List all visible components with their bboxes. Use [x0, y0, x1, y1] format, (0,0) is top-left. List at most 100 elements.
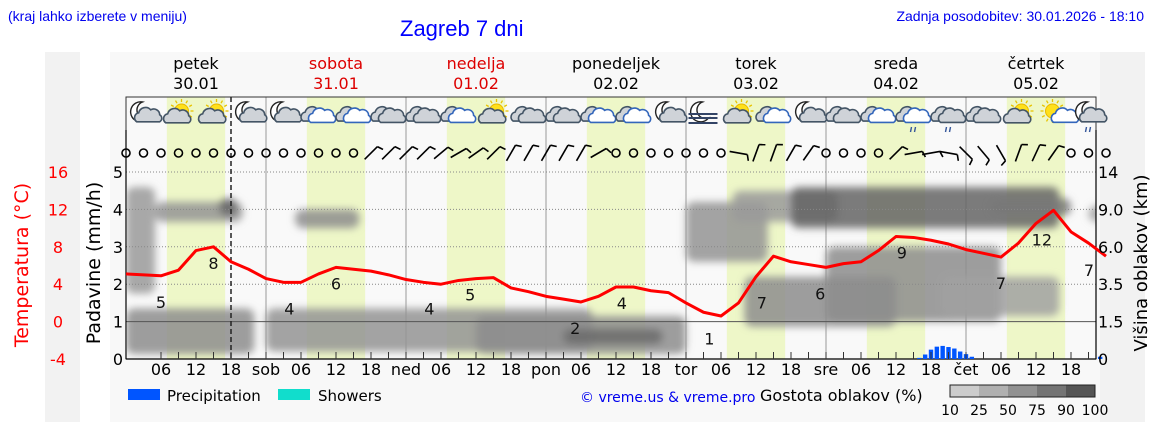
wind-barb-icon: [1031, 144, 1047, 162]
temperature-label: 5: [156, 293, 166, 312]
cloud-shape: [477, 107, 507, 124]
x-tick-label: 06: [291, 360, 311, 379]
wind-calm-icon: [1083, 148, 1094, 158]
cloud-height-tick-label: 9.0: [1098, 200, 1123, 219]
cloud-height-tick-label: 0: [1098, 350, 1108, 369]
precipitation-bar: [1097, 356, 1103, 359]
last-updated: Zadnja posodobitev: 30.01.2026 - 18:10: [896, 8, 1144, 24]
precipitation-bar: [952, 348, 957, 359]
day-name: torek: [735, 54, 777, 73]
sun-ray: [748, 104, 753, 108]
wind-barb-flag: [1039, 144, 1047, 147]
wind-barb-flag: [550, 144, 557, 148]
wind-barb-shaft: [769, 144, 778, 162]
cloud-shape: [447, 107, 477, 124]
wind-barb-icon: [802, 144, 820, 161]
cloud-shape: [133, 106, 163, 123]
wind-calm-icon: [173, 148, 184, 158]
wind-barb-icon: [450, 147, 472, 159]
sun-cloud-icon: [722, 99, 754, 124]
cloudy-icon: [755, 106, 792, 124]
sun-ray: [174, 100, 178, 104]
wind-barb-shaft: [977, 145, 990, 161]
day-name: sreda: [874, 54, 918, 73]
sun-ray: [1045, 100, 1049, 104]
cloud-shape: [622, 107, 652, 124]
wind-barb-icon: [1047, 144, 1065, 161]
wind-barb-shaft: [802, 145, 815, 161]
wind-barb-shaft: [450, 147, 467, 159]
temp-tick-label: 4: [53, 275, 63, 294]
x-tick-label: 06: [151, 360, 171, 379]
x-tick-label: 18: [361, 360, 381, 379]
day-date: 31.01: [313, 74, 359, 93]
wind-calm-icon: [856, 148, 866, 158]
temperature-label: 6: [815, 284, 825, 303]
wind-barb-icon: [959, 146, 974, 166]
day-date: 05.02: [1013, 74, 1059, 93]
wind-barb-flag: [813, 144, 820, 149]
wind-barb-shaft: [468, 147, 484, 159]
wind-barb-icon: [468, 147, 489, 159]
x-tick-label: pon: [531, 360, 561, 379]
precipitation-bar: [934, 346, 940, 359]
wind-barb-flag: [377, 145, 384, 151]
precipitation-bar: [940, 345, 945, 359]
cloud-shape: [972, 107, 1002, 124]
wind-barb-icon: [939, 150, 960, 161]
cloudy-icon: [440, 106, 477, 124]
temp-tick-label: 16: [48, 163, 68, 182]
wind-barb-icon: [785, 144, 802, 162]
sun-ray: [209, 100, 213, 104]
wind-barb-icon: [995, 144, 1007, 167]
wind-barb-shaft: [416, 146, 431, 160]
x-tick-label: sob: [252, 360, 280, 379]
x-tick-label: ned: [391, 360, 421, 379]
sun-ray: [1056, 100, 1060, 104]
x-tick-label: čet: [954, 360, 979, 379]
wind-calm-icon: [628, 148, 639, 158]
precipitation-legend-swatch: [128, 389, 160, 400]
cloud-height-tick-label: 14: [1098, 163, 1118, 182]
temp-tick-label: -4: [50, 350, 66, 369]
wind-barb-shaft: [505, 144, 517, 162]
x-tick-label: sre: [814, 360, 838, 379]
cloudy-icon: [300, 106, 337, 124]
wind-barb-flag: [1058, 144, 1065, 149]
cloud-density-level: 90: [1057, 403, 1075, 419]
cloud-shape: [197, 107, 227, 124]
sun-cloud-icon: [162, 99, 194, 124]
precip-tick-label: 5: [113, 163, 123, 182]
day-name: četrtek: [1008, 54, 1066, 73]
sun-ray: [485, 104, 490, 108]
wind-barb-icon: [729, 150, 750, 161]
temperature-label: 5: [465, 286, 475, 305]
sun-ray: [1014, 100, 1018, 104]
precip-tick-label: 2: [113, 275, 123, 294]
temp-tick-label: 8: [53, 238, 63, 257]
x-tick-label: 06: [991, 360, 1011, 379]
showers-legend-label: Showers: [318, 387, 382, 405]
wind-calm-icon: [331, 148, 341, 158]
location-hint: (kraj lahko izberete v meniju): [8, 8, 187, 24]
x-tick-label: 18: [501, 360, 521, 379]
cloud-shape: [1078, 106, 1108, 123]
wind-barb-shaft: [523, 144, 534, 162]
sun-cloud-icon: [477, 99, 509, 124]
copyright-link[interactable]: © vreme.us & vreme.pro: [580, 390, 755, 406]
temperature-line: [125, 208, 1107, 318]
wind-barb-icon: [752, 143, 766, 162]
cloud-density-swatch: [1008, 385, 1037, 397]
temperature-label: 9: [897, 244, 907, 263]
cloud-density-swatch: [1037, 385, 1066, 397]
wind-barb-flag: [985, 159, 990, 166]
drizzle-mark: [909, 126, 913, 133]
wind-barb-icon: [433, 146, 454, 160]
wind-calm-icon: [243, 148, 254, 158]
precip-tick-label: 4: [113, 200, 123, 219]
x-tick-label: 18: [221, 360, 241, 379]
sun-cloud-icon: [197, 99, 229, 124]
cloud-blob: [942, 276, 1060, 316]
x-tick-label: 12: [886, 360, 906, 379]
